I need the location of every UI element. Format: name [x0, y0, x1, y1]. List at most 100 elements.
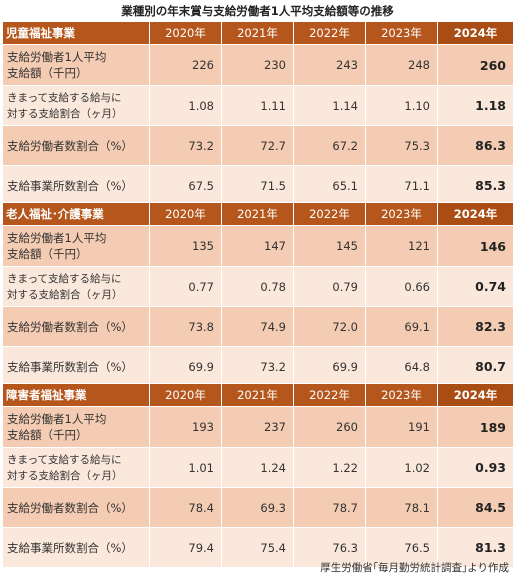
year-header: 2021年: [221, 383, 294, 407]
cell-value: 1.24: [221, 447, 294, 488]
cell-value: 1.22: [293, 447, 366, 488]
table-row-amount: 支給労働者1人平均 支給額（千円） 226 230 243 248 260: [2, 44, 514, 86]
cell-value: 1.08: [149, 85, 222, 126]
cell-value-latest: 80.7: [437, 346, 514, 387]
section-name: 障害者福祉事業: [2, 383, 150, 407]
table-row-months: きまって支給する給与に 対する支給割合（ヶ月） 1.01 1.24 1.22 1.…: [2, 447, 514, 488]
cell-value-latest: 85.3: [437, 165, 514, 206]
cell-value-latest: 0.93: [437, 447, 514, 488]
section-name: 老人福祉･介護事業: [2, 202, 150, 226]
cell-value: 67.2: [293, 125, 366, 166]
row-label: 支給事業所数割合（%）: [2, 165, 150, 206]
cell-value: 73.2: [149, 125, 222, 166]
cell-value-latest: 84.5: [437, 487, 514, 528]
cell-value: 145: [293, 225, 366, 267]
cell-value: 73.8: [149, 306, 222, 347]
section-name: 児童福祉事業: [2, 21, 150, 45]
cell-value: 69.3: [221, 487, 294, 528]
cell-value-latest: 82.3: [437, 306, 514, 347]
year-header-latest: 2024年: [437, 21, 514, 45]
year-header-latest: 2024年: [437, 383, 514, 407]
cell-value: 0.78: [221, 266, 294, 307]
section-table-disability-welfare: 障害者福祉事業 2020年 2021年 2022年 2023年 2024年 支給…: [2, 383, 514, 568]
cell-value: 0.66: [365, 266, 438, 307]
cell-value: 76.5: [365, 527, 438, 568]
cell-value: 78.7: [293, 487, 366, 528]
row-label: きまって支給する給与に 対する支給割合（ヶ月）: [2, 266, 150, 307]
cell-value-latest: 189: [437, 406, 514, 448]
table-row-office-ratio: 支給事業所数割合（%） 79.4 75.4 76.3 76.5 81.3: [2, 527, 514, 568]
row-label: 支給労働者1人平均 支給額（千円）: [2, 225, 150, 267]
cell-value: 1.10: [365, 85, 438, 126]
row-label: 支給労働者1人平均 支給額（千円）: [2, 406, 150, 448]
section-header-row: 障害者福祉事業 2020年 2021年 2022年 2023年 2024年: [2, 383, 514, 407]
cell-value: 237: [221, 406, 294, 448]
cell-value: 248: [365, 44, 438, 86]
row-label: 支給事業所数割合（%）: [2, 346, 150, 387]
table-row-office-ratio: 支給事業所数割合（%） 69.9 73.2 69.9 64.8 80.7: [2, 346, 514, 387]
source-note: 厚生労働省｢毎月勤労統計調査｣より作成: [320, 562, 509, 574]
year-header: 2022年: [293, 202, 366, 226]
cell-value: 193: [149, 406, 222, 448]
table-row-worker-ratio: 支給労働者数割合（%） 73.2 72.7 67.2 75.3 86.3: [2, 125, 514, 166]
year-header: 2023年: [365, 202, 438, 226]
table-row-months: きまって支給する給与に 対する支給割合（ヶ月） 0.77 0.78 0.79 0.…: [2, 266, 514, 307]
cell-value: 67.5: [149, 165, 222, 206]
year-header: 2023年: [365, 383, 438, 407]
cell-value: 0.77: [149, 266, 222, 307]
table-row-worker-ratio: 支給労働者数割合（%） 78.4 69.3 78.7 78.1 84.5: [2, 487, 514, 528]
cell-value: 75.4: [221, 527, 294, 568]
cell-value-latest: 86.3: [437, 125, 514, 166]
cell-value: 230: [221, 44, 294, 86]
cell-value: 78.1: [365, 487, 438, 528]
cell-value: 69.9: [293, 346, 366, 387]
section-table-child-welfare: 児童福祉事業 2020年 2021年 2022年 2023年 2024年 支給労…: [2, 21, 514, 206]
cell-value-latest: 0.74: [437, 266, 514, 307]
year-header: 2021年: [221, 21, 294, 45]
table-row-amount: 支給労働者1人平均 支給額（千円） 193 237 260 191 189: [2, 406, 514, 448]
cell-value-latest: 146: [437, 225, 514, 267]
cell-value-latest: 260: [437, 44, 514, 86]
cell-value: 147: [221, 225, 294, 267]
year-header: 2021年: [221, 202, 294, 226]
cell-value: 75.3: [365, 125, 438, 166]
year-header: 2022年: [293, 383, 366, 407]
row-label: 支給労働者数割合（%）: [2, 306, 150, 347]
row-label: 支給労働者数割合（%）: [2, 125, 150, 166]
cell-value: 69.1: [365, 306, 438, 347]
cell-value: 191: [365, 406, 438, 448]
cell-value: 71.1: [365, 165, 438, 206]
table-row-amount: 支給労働者1人平均 支給額（千円） 135 147 145 121 146: [2, 225, 514, 267]
cell-value: 64.8: [365, 346, 438, 387]
cell-value: 71.5: [221, 165, 294, 206]
cell-value: 65.1: [293, 165, 366, 206]
cell-value-latest: 81.3: [437, 527, 514, 568]
table-row-worker-ratio: 支給労働者数割合（%） 73.8 74.9 72.0 69.1 82.3: [2, 306, 514, 347]
cell-value: 72.7: [221, 125, 294, 166]
cell-value: 72.0: [293, 306, 366, 347]
cell-value: 1.14: [293, 85, 366, 126]
year-header: 2023年: [365, 21, 438, 45]
row-label: きまって支給する給与に 対する支給割合（ヶ月）: [2, 447, 150, 488]
cell-value: 121: [365, 225, 438, 267]
year-header: 2020年: [149, 21, 222, 45]
cell-value: 135: [149, 225, 222, 267]
table-row-months: きまって支給する給与に 対する支給割合（ヶ月） 1.08 1.11 1.14 1.…: [2, 85, 514, 126]
cell-value: 243: [293, 44, 366, 86]
cell-value: 0.79: [293, 266, 366, 307]
year-header: 2020年: [149, 202, 222, 226]
cell-value: 1.02: [365, 447, 438, 488]
cell-value: 74.9: [221, 306, 294, 347]
section-header-row: 児童福祉事業 2020年 2021年 2022年 2023年 2024年: [2, 21, 514, 45]
cell-value: 260: [293, 406, 366, 448]
cell-value: 78.4: [149, 487, 222, 528]
row-label: 支給事業所数割合（%）: [2, 527, 150, 568]
row-label: きまって支給する給与に 対する支給割合（ヶ月）: [2, 85, 150, 126]
year-header: 2020年: [149, 383, 222, 407]
year-header-latest: 2024年: [437, 202, 514, 226]
row-label: 支給労働者1人平均 支給額（千円）: [2, 44, 150, 86]
cell-value: 226: [149, 44, 222, 86]
cell-value-latest: 1.18: [437, 85, 514, 126]
cell-value: 73.2: [221, 346, 294, 387]
